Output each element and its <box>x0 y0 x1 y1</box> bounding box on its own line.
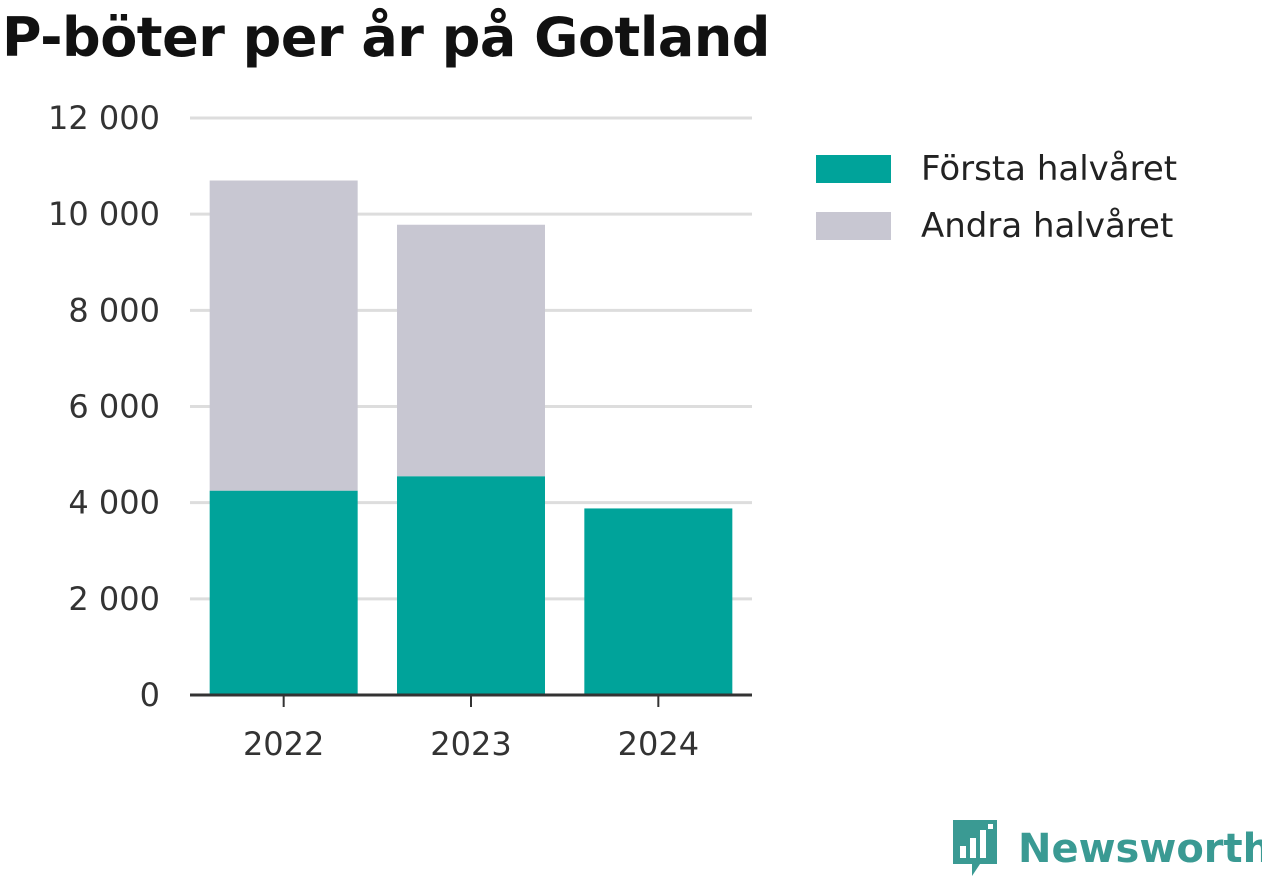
x-tick-label: 2022 <box>243 725 324 763</box>
legend-swatch-second-half <box>816 211 891 240</box>
newsworthy-logo: Newsworthy <box>950 818 1262 880</box>
bar-second-half <box>209 180 358 491</box>
bar-first-half <box>584 508 733 695</box>
legend-item-second-half: Andra halvåret <box>816 197 1177 254</box>
y-tick-label: 2 000 <box>68 580 160 618</box>
x-tick-label: 2023 <box>430 725 511 763</box>
chart-title: P-böter per år på Gotland <box>2 6 770 69</box>
legend-swatch-first-half <box>816 154 891 183</box>
logo-text: Newsworthy <box>1018 826 1262 872</box>
y-tick-label: 8 000 <box>68 291 160 329</box>
y-tick-label: 6 000 <box>68 388 160 426</box>
y-tick-label: 0 <box>140 676 160 714</box>
bar-chart: 0 2 000 4 000 6 000 8 000 10 000 12 000 2022 202… <box>48 99 752 763</box>
legend-item-first-half: Första halvåret <box>816 140 1177 197</box>
bar-second-half <box>397 224 545 477</box>
newsworthy-logo-icon <box>953 820 997 876</box>
y-tick-label: 10 000 <box>48 195 160 233</box>
bar-first-half <box>397 476 545 695</box>
x-tick-label: 2024 <box>618 725 699 763</box>
legend-label-second-half: Andra halvåret <box>921 205 1174 246</box>
y-tick-label: 4 000 <box>68 484 160 522</box>
y-tick-label: 12 000 <box>48 99 160 137</box>
legend-label-first-half: Första halvåret <box>921 148 1178 189</box>
legend: Första halvåret Andra halvåret <box>816 140 1177 254</box>
bar-first-half <box>209 490 358 695</box>
